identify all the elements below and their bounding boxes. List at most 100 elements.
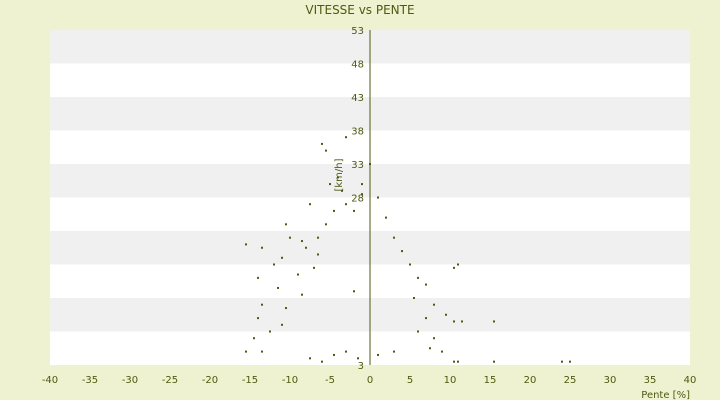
data-point: [377, 196, 379, 199]
y-tick-label: 3: [358, 361, 364, 372]
x-tick-labels: -40 -35 -30 -25 -20 -15 -10 -5 0 5 10 15 20 25 30 35 40: [42, 375, 697, 386]
data-point: [285, 223, 287, 226]
data-point: [453, 360, 455, 363]
data-point: [413, 297, 415, 299]
data-point: [281, 256, 283, 259]
data-point: [345, 350, 347, 353]
data-point: [269, 330, 271, 333]
data-point: [253, 337, 255, 340]
data-point: [409, 263, 411, 266]
data-point: [261, 350, 263, 353]
x-tick-label: 40: [684, 375, 697, 386]
data-point: [321, 142, 323, 145]
data-point: [305, 246, 307, 249]
data-point: [441, 350, 443, 353]
data-point: [361, 193, 363, 196]
data-point: [317, 236, 319, 239]
y-tick-label: 43: [351, 93, 364, 104]
data-point: [245, 243, 247, 246]
data-point: [401, 250, 403, 253]
data-point: [337, 176, 339, 179]
data-point: [353, 209, 355, 212]
data-point: [357, 357, 359, 360]
data-point: [333, 353, 335, 356]
data-point: [569, 360, 571, 363]
x-tick-label: 25: [564, 375, 577, 386]
x-tick-label: -35: [82, 375, 98, 386]
data-point: [345, 136, 347, 139]
data-point: [333, 209, 335, 212]
data-point: [281, 323, 283, 326]
data-point: [277, 286, 279, 289]
chart-title: VITESSE vs PENTE: [305, 3, 414, 17]
data-point: [297, 273, 299, 276]
data-point: [345, 203, 347, 206]
data-point: [325, 149, 327, 152]
x-axis-label: Pente [%]: [641, 390, 690, 400]
data-point: [453, 320, 455, 323]
data-point: [273, 263, 275, 266]
data-point: [301, 240, 303, 243]
y-axis-label: [km/h]: [334, 158, 345, 191]
x-tick-label: -40: [42, 375, 58, 386]
y-tick-label: 53: [351, 26, 364, 37]
data-point: [353, 290, 355, 293]
x-tick-label: 20: [524, 375, 537, 386]
data-point: [325, 223, 327, 226]
data-point: [361, 183, 363, 186]
data-point: [301, 293, 303, 296]
data-point: [289, 236, 291, 239]
data-points: [245, 136, 571, 363]
x-tick-label: 10: [444, 375, 457, 386]
data-point: [261, 303, 263, 306]
data-point: [461, 320, 463, 323]
data-point: [493, 360, 495, 363]
x-tick-label: 5: [407, 375, 413, 386]
x-tick-label: 15: [484, 375, 497, 386]
data-point: [453, 266, 455, 269]
data-point: [433, 303, 435, 306]
data-point: [425, 283, 427, 286]
y-tick-labels: 3 28 33 38 43 48 53: [351, 26, 364, 372]
data-point: [317, 253, 319, 256]
data-point: [457, 360, 459, 363]
data-point: [321, 360, 323, 363]
data-point: [257, 276, 259, 279]
y-tick-label: 28: [351, 194, 364, 205]
y-tick-label: 48: [351, 60, 364, 71]
data-point: [245, 350, 247, 353]
data-point: [377, 353, 379, 356]
x-tick-label: 30: [604, 375, 617, 386]
data-point: [493, 320, 495, 323]
data-point: [433, 337, 435, 340]
data-point: [429, 347, 431, 350]
data-point: [257, 317, 259, 320]
y-tick-label: 38: [351, 127, 364, 138]
data-point: [285, 307, 287, 310]
data-point: [385, 216, 387, 219]
data-point: [329, 183, 331, 186]
data-point: [457, 263, 459, 266]
data-point: [445, 313, 447, 316]
x-tick-label: -30: [122, 375, 138, 386]
data-point: [393, 350, 395, 353]
data-point: [313, 266, 315, 269]
x-tick-label: 35: [644, 375, 657, 386]
data-point: [393, 236, 395, 239]
x-tick-label: -20: [202, 375, 218, 386]
x-tick-label: -5: [325, 375, 335, 386]
y-tick-label: 33: [351, 160, 364, 171]
data-point: [309, 203, 311, 206]
data-point: [425, 317, 427, 320]
x-tick-label: -10: [282, 375, 298, 386]
data-point: [417, 330, 419, 333]
data-point: [309, 357, 311, 360]
data-point: [561, 360, 563, 363]
x-tick-label: -15: [242, 375, 258, 386]
data-point: [417, 276, 419, 279]
x-tick-label: 0: [367, 375, 373, 386]
x-tick-label: -25: [162, 375, 178, 386]
data-point: [341, 189, 343, 192]
data-point: [261, 246, 263, 249]
